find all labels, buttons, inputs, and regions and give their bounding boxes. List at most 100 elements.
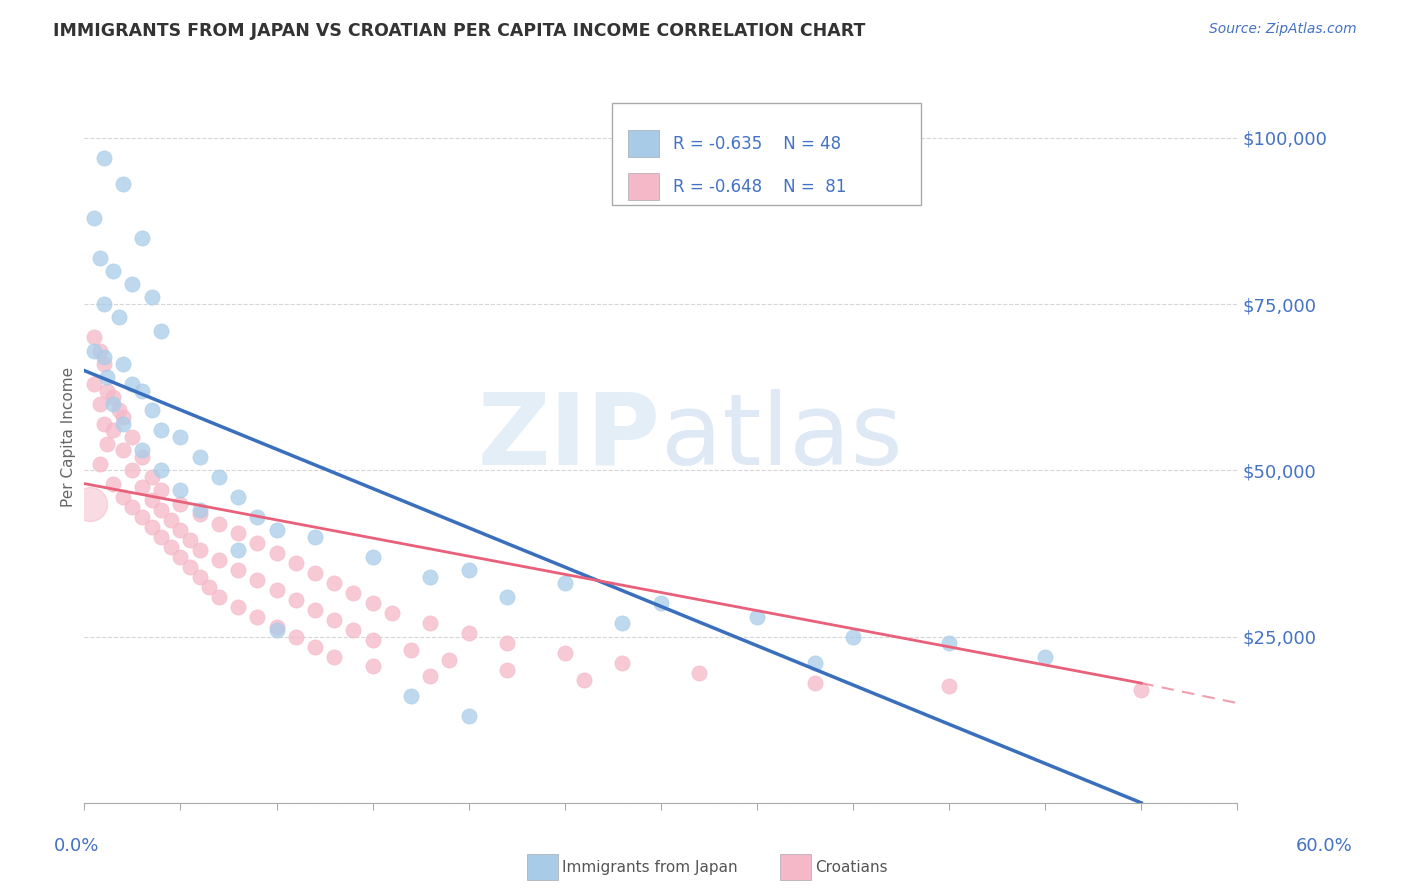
Point xyxy=(169,430,191,444)
Point xyxy=(226,543,249,558)
Point xyxy=(96,384,118,398)
Point xyxy=(121,430,143,444)
Text: R = -0.648    N =  81: R = -0.648 N = 81 xyxy=(673,178,846,195)
Point xyxy=(83,211,105,225)
Point xyxy=(121,463,143,477)
Point xyxy=(457,709,479,723)
Point xyxy=(304,566,326,581)
Point xyxy=(188,570,211,584)
Point xyxy=(150,483,173,498)
Point xyxy=(496,636,519,650)
Point xyxy=(150,324,173,338)
Point xyxy=(141,493,163,508)
Point xyxy=(554,646,576,660)
Point xyxy=(121,500,143,514)
Point xyxy=(803,676,825,690)
Point xyxy=(103,390,124,404)
Point xyxy=(208,553,231,567)
Point xyxy=(266,623,288,637)
Point xyxy=(103,476,124,491)
Point xyxy=(93,151,115,165)
Point xyxy=(399,690,422,704)
Point xyxy=(246,509,269,524)
Point xyxy=(121,376,143,391)
Point xyxy=(226,599,249,614)
Point xyxy=(111,357,134,371)
Point xyxy=(938,636,960,650)
Point xyxy=(93,357,115,371)
Point xyxy=(111,178,134,192)
Point xyxy=(457,563,479,577)
Point xyxy=(169,523,191,537)
Point xyxy=(226,563,249,577)
Point xyxy=(304,640,326,654)
Point xyxy=(150,503,173,517)
Point xyxy=(150,530,173,544)
Point xyxy=(1130,682,1153,697)
Point xyxy=(246,536,269,550)
Text: 60.0%: 60.0% xyxy=(1296,837,1353,855)
Point xyxy=(93,417,115,431)
Point xyxy=(419,616,441,631)
Point xyxy=(131,480,153,494)
Point xyxy=(381,607,404,621)
Point xyxy=(103,424,124,438)
Point xyxy=(131,509,153,524)
Point xyxy=(226,526,249,541)
Point xyxy=(141,520,163,534)
Point xyxy=(188,450,211,464)
Point xyxy=(108,310,131,325)
Point xyxy=(745,609,768,624)
Point xyxy=(179,559,201,574)
Point xyxy=(342,623,364,637)
Point xyxy=(111,490,134,504)
Text: Immigrants from Japan: Immigrants from Japan xyxy=(562,860,738,874)
Point xyxy=(361,549,384,564)
Point xyxy=(266,619,288,633)
Point xyxy=(323,613,346,627)
Point xyxy=(188,503,211,517)
Point xyxy=(131,384,153,398)
Text: atlas: atlas xyxy=(661,389,903,485)
Text: 0.0%: 0.0% xyxy=(53,837,98,855)
Point xyxy=(103,264,124,278)
Text: IMMIGRANTS FROM JAPAN VS CROATIAN PER CAPITA INCOME CORRELATION CHART: IMMIGRANTS FROM JAPAN VS CROATIAN PER CA… xyxy=(53,22,866,40)
Point xyxy=(108,403,131,417)
Point xyxy=(169,497,191,511)
Point xyxy=(89,251,111,265)
Point xyxy=(572,673,595,687)
Point xyxy=(246,609,269,624)
Text: ZIP: ZIP xyxy=(478,389,661,485)
Point xyxy=(419,570,441,584)
Point xyxy=(89,343,111,358)
Point xyxy=(198,580,221,594)
Point xyxy=(284,593,307,607)
Point xyxy=(83,330,105,344)
Point xyxy=(208,590,231,604)
Point xyxy=(160,513,183,527)
Point xyxy=(83,343,105,358)
Point xyxy=(150,463,173,477)
Point xyxy=(226,490,249,504)
Point xyxy=(111,410,134,425)
Point xyxy=(246,573,269,587)
Point xyxy=(650,596,672,610)
Point xyxy=(496,590,519,604)
Point xyxy=(496,663,519,677)
Point xyxy=(688,666,710,681)
Point xyxy=(612,616,634,631)
Point xyxy=(399,643,422,657)
Text: Source: ZipAtlas.com: Source: ZipAtlas.com xyxy=(1209,22,1357,37)
Point xyxy=(323,576,346,591)
Point xyxy=(419,669,441,683)
Point xyxy=(83,376,105,391)
Point xyxy=(111,443,134,458)
Point xyxy=(1033,649,1056,664)
Point xyxy=(96,436,118,450)
Point xyxy=(208,470,231,484)
Point xyxy=(131,450,153,464)
Point xyxy=(141,403,163,417)
Point xyxy=(141,290,163,304)
Point xyxy=(93,351,115,365)
Point xyxy=(96,370,118,384)
